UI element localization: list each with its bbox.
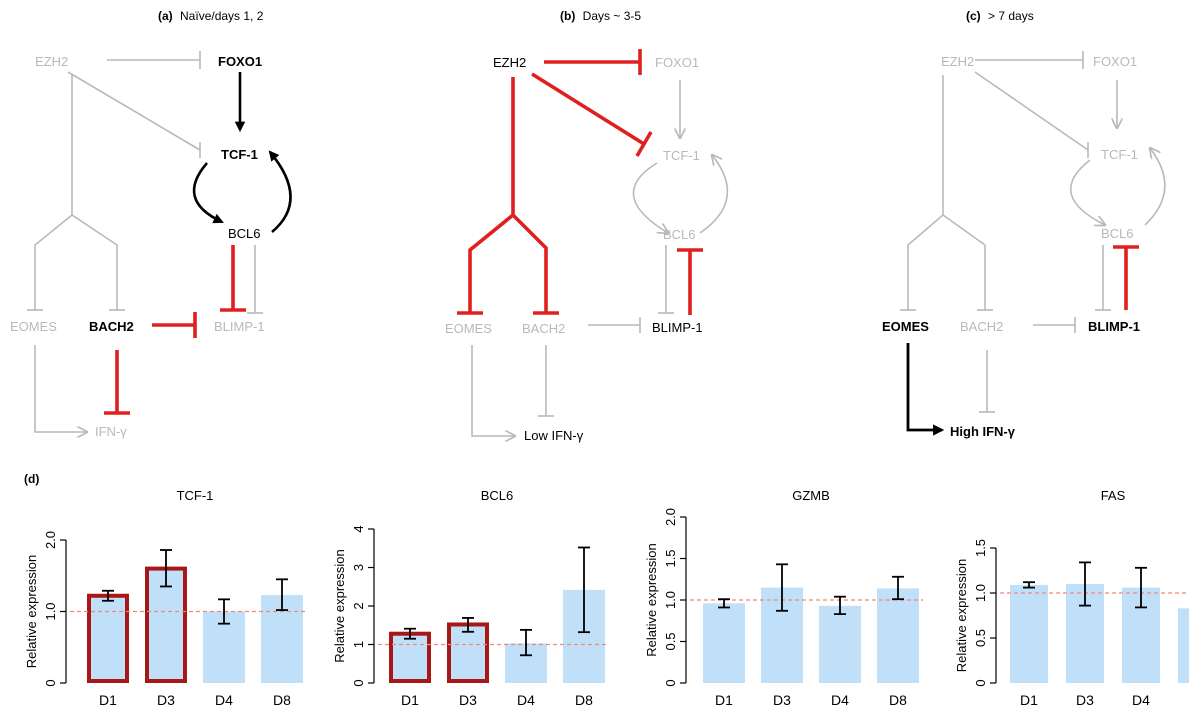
node-blimp1: BLIMP-1 xyxy=(1088,319,1140,334)
node-tcf1: TCF-1 xyxy=(221,147,258,162)
x-tick-label: D3 xyxy=(459,692,477,708)
bar-d3 xyxy=(447,622,489,683)
node-tcf1: TCF-1 xyxy=(663,148,700,163)
node-eomes: EOMES xyxy=(10,319,57,334)
bar-d1 xyxy=(1010,584,1048,683)
y-axis-label: Relative expression xyxy=(954,559,969,672)
x-tick-label: D3 xyxy=(157,692,175,708)
node-ezh2: EZH2 xyxy=(493,55,526,70)
y-tick-label: 0.5 xyxy=(663,632,678,650)
x-tick-label: D4 xyxy=(1132,692,1150,708)
panel-a: (a) Naïve/days 1, 2 EZH2 FOXO1 TCF- xyxy=(10,9,292,439)
y-tick-label: 0 xyxy=(663,679,678,686)
node-foxo1: FOXO1 xyxy=(655,55,699,70)
panel-b-inactive-edges xyxy=(471,80,729,436)
y-tick-label: 1.0 xyxy=(973,584,988,602)
node-ifng: Low IFN-γ xyxy=(524,428,584,443)
panel-c-inactive-edges xyxy=(900,51,1166,413)
panel-a-red-inhibitions xyxy=(104,245,246,415)
y-tick-label: 2.0 xyxy=(663,508,678,526)
y-tick-label: 2 xyxy=(351,602,366,609)
node-ezh2: EZH2 xyxy=(941,54,974,69)
node-ifng: IFN-γ xyxy=(95,424,127,439)
y-axis-label: Relative expression xyxy=(24,555,39,668)
chart-bcl6: BCL6 Relative expression 0 1 2 3 4 D1 D3 D4 D8 xyxy=(332,488,609,708)
panel-c-red-inhibitions xyxy=(1113,245,1139,310)
x-tick-label: D8 xyxy=(273,692,291,708)
chart-title: TCF-1 xyxy=(177,488,214,503)
panel-b: (b) Days ~ 3-5 EZH2 FOXO1 TCF-1 BCL6 EOM… xyxy=(445,9,729,443)
y-axis-label: Relative expression xyxy=(644,543,659,656)
node-eomes: EOMES xyxy=(445,321,492,336)
bar-d1 xyxy=(87,593,129,684)
y-tick-label: 0.5 xyxy=(973,629,988,647)
bar-d1 xyxy=(389,631,431,683)
node-eomes: EOMES xyxy=(882,319,929,334)
bar-d8 xyxy=(1178,608,1189,683)
node-tcf1: TCF-1 xyxy=(1101,147,1138,162)
y-tick-label: 1.5 xyxy=(663,549,678,567)
y-tick-label: 0 xyxy=(43,679,58,686)
panel-b-header: (b) Days ~ 3-5 xyxy=(560,9,641,23)
y-tick-label: 1.5 xyxy=(973,539,988,557)
chart-title: BCL6 xyxy=(481,488,514,503)
node-blimp1: BLIMP-1 xyxy=(214,319,265,334)
x-tick-label: D1 xyxy=(715,692,733,708)
node-bach2: BACH2 xyxy=(522,321,565,336)
chart-tcf-1: TCF-1 Relative expression 0 1.0 2.0 D1 D3 D4 D8 xyxy=(24,488,307,708)
node-blimp1: BLIMP-1 xyxy=(652,320,703,335)
node-foxo1: FOXO1 xyxy=(1093,54,1137,69)
y-tick-label: 3 xyxy=(351,564,366,571)
panel-d-label: (d) xyxy=(24,472,39,486)
node-bcl6: BCL6 xyxy=(228,226,261,241)
x-tick-label: D4 xyxy=(831,692,849,708)
panel-c-header: (c) > 7 days xyxy=(966,9,1034,23)
node-bach2: BACH2 xyxy=(89,319,134,334)
x-tick-label: D8 xyxy=(575,692,593,708)
bar-d8 xyxy=(877,588,919,683)
y-tick-label: 2.0 xyxy=(43,531,58,549)
node-bcl6: BCL6 xyxy=(1101,226,1134,241)
node-bcl6: BCL6 xyxy=(663,227,696,242)
node-ezh2: EZH2 xyxy=(35,54,68,69)
x-tick-label: D8 xyxy=(889,692,907,708)
bar-d1 xyxy=(703,603,745,683)
panel-a-active-arrows xyxy=(192,72,292,233)
x-tick-label: D3 xyxy=(773,692,791,708)
panel-a-header: (a) Naïve/days 1, 2 xyxy=(158,9,264,23)
chart-title: GZMB xyxy=(792,488,830,503)
y-tick-label: 0 xyxy=(351,679,366,686)
bar-d4 xyxy=(819,605,861,683)
y-tick-label: 4 xyxy=(351,525,366,532)
y-tick-label: 1.0 xyxy=(663,591,678,609)
x-tick-label: D3 xyxy=(1076,692,1094,708)
x-tick-label: D1 xyxy=(1020,692,1038,708)
panel-a-inactive-edges xyxy=(27,51,263,432)
x-tick-label: D4 xyxy=(517,692,535,708)
x-tick-label: D4 xyxy=(215,692,233,708)
node-foxo1: FOXO1 xyxy=(218,54,262,69)
panel-c: (c) > 7 days EZH2 FOXO1 TCF-1 B xyxy=(882,9,1166,439)
y-tick-label: 0 xyxy=(973,679,988,686)
node-bach2: BACH2 xyxy=(960,319,1003,334)
y-axis-label: Relative expression xyxy=(332,549,347,662)
chart-title: FAS xyxy=(1101,488,1126,503)
x-tick-label: D1 xyxy=(99,692,117,708)
y-tick-label: 1 xyxy=(351,641,366,648)
chart-gzmb: GZMB Relative expression 0 0.5 1.0 1.5 2.0 D1 D3… xyxy=(644,488,923,708)
panel-c-active-arrows xyxy=(906,343,945,436)
node-ifng: High IFN-γ xyxy=(950,424,1016,439)
y-tick-label: 1.0 xyxy=(43,602,58,620)
panel-b-red-inhibitions xyxy=(457,49,703,315)
x-tick-label: D1 xyxy=(401,692,419,708)
